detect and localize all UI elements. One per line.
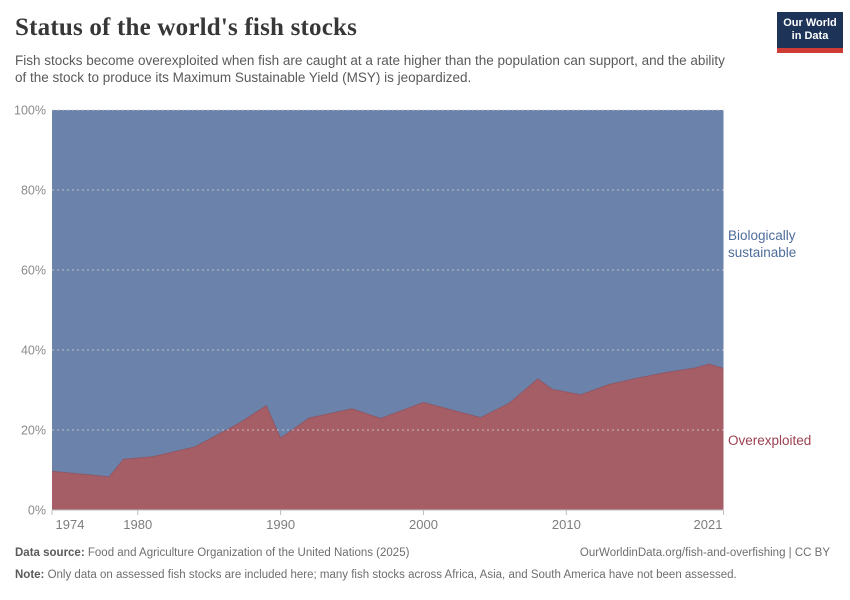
data-source-text: Food and Agriculture Organization of the…	[87, 547, 410, 559]
chart-footer: Data source: Food and Agriculture Organi…	[15, 546, 830, 582]
x-tick-label-1990: 1990	[266, 517, 295, 532]
y-tick-label-60: 60%	[21, 264, 46, 278]
y-tick-label-20: 20%	[21, 424, 46, 438]
citation-link[interactable]: OurWorldinData.org/fish-and-overfishing …	[579, 547, 830, 559]
x-tick-label-1974: 1974	[56, 517, 85, 532]
stacked-area-chart: 0% 20% 40% 60% 80% 100% 1974 1980 1990 2000 2010 20…	[0, 100, 850, 545]
area-overexploited-edge	[51, 363, 724, 478]
y-tick-label-100: 100%	[14, 104, 46, 118]
data-source-label: Data source:	[15, 547, 85, 559]
chart-title: Status of the world's fish stocks	[15, 14, 358, 41]
note-label: Note:	[15, 569, 45, 581]
series-label-overexploited[interactable]: Overexploited	[728, 433, 812, 448]
owid-logo-text-line1: Our World	[783, 17, 837, 29]
owid-logo[interactable]: Our World in Data	[777, 12, 843, 53]
note-text: Only data on assessed fish stocks are in…	[47, 569, 737, 581]
x-tick-label-2000: 2000	[409, 517, 438, 532]
y-tick-label-80: 80%	[21, 184, 46, 198]
owid-logo-text-line2: in Data	[791, 30, 829, 42]
x-tick-label-2021: 2021	[694, 517, 723, 532]
y-tick-label-40: 40%	[21, 344, 46, 358]
x-tick-label-2010: 2010	[552, 517, 581, 532]
chart-subtitle: Fish stocks become overexploited when fi…	[15, 53, 725, 85]
x-tick-label-1980: 1980	[123, 517, 152, 532]
chart-note: Note: Only data on assessed fish stocks …	[15, 568, 830, 582]
y-tick-label-0: 0%	[28, 504, 46, 518]
data-source: Data source: Food and Agriculture Organi…	[15, 546, 409, 560]
series-label-biologically-sustainable[interactable]: Biologically sustainable	[728, 228, 797, 260]
area-overexploited[interactable]	[52, 364, 724, 510]
